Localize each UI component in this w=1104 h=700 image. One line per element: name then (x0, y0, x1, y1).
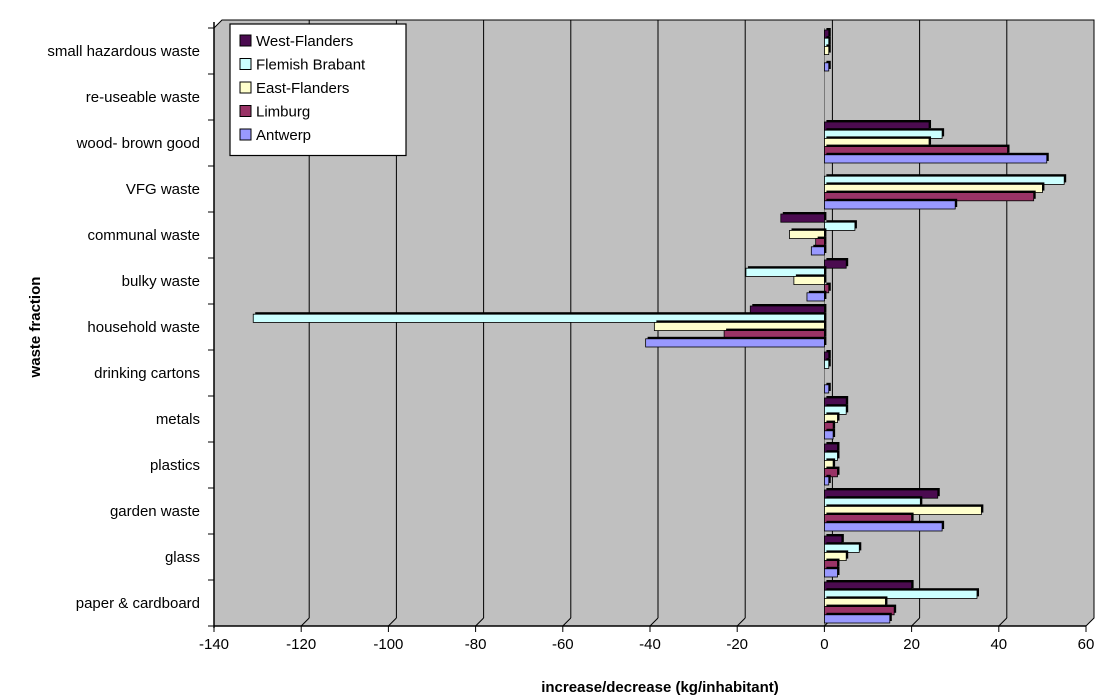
x-tick-label: -100 (373, 636, 403, 653)
bar (824, 46, 830, 56)
bar (824, 568, 838, 578)
category-label: small hazardous waste (47, 43, 200, 60)
bar (824, 200, 956, 210)
category-label: bulky waste (122, 273, 200, 290)
gridline-floor (649, 617, 659, 627)
category-label: metals (156, 411, 200, 428)
bar (824, 154, 1048, 164)
gridline-floor (998, 617, 1008, 627)
x-tick-label: 20 (903, 636, 920, 653)
legend-swatch (239, 81, 252, 94)
gridline-floor (300, 617, 310, 627)
legend-swatch (239, 128, 252, 141)
bar (810, 246, 825, 256)
bar (824, 62, 830, 72)
x-tick-label: 40 (990, 636, 1007, 653)
x-tick-label: 0 (820, 636, 828, 653)
category-label: drinking cartons (94, 365, 200, 382)
gridline-floor (388, 617, 397, 627)
legend-swatch (239, 58, 252, 70)
category-label: garden waste (110, 503, 200, 520)
bar (824, 522, 943, 532)
bar (645, 338, 825, 348)
category-label: wood- brown good (76, 135, 200, 152)
legend-label: Limburg (256, 104, 310, 121)
category-label: re-useable waste (86, 89, 200, 106)
category-label: VFG waste (126, 181, 200, 198)
gridline-floor (736, 617, 746, 627)
bar (793, 275, 825, 285)
x-tick-label: -120 (286, 636, 316, 653)
legend-label: Antwerp (256, 127, 311, 144)
bar (780, 213, 825, 223)
bar (806, 292, 825, 302)
bar (824, 384, 830, 394)
bar (824, 221, 856, 231)
legend-label: West-Flanders (256, 33, 353, 50)
category-label: plastics (150, 457, 200, 474)
bar (824, 476, 830, 486)
x-axis-title: increase/decrease (kg/inhabitant) (541, 679, 779, 696)
legend-label: Flemish Brabant (256, 57, 366, 74)
bar (824, 259, 847, 269)
bar (824, 614, 891, 624)
x-tick-label: -80 (465, 636, 487, 653)
gridline-floor (911, 617, 920, 627)
legend-swatch (239, 105, 252, 117)
category-label: glass (165, 549, 200, 566)
bar (824, 468, 838, 478)
legend-swatch (239, 34, 252, 47)
category-label: paper & cardboard (76, 595, 200, 612)
x-tick-label: 60 (1078, 636, 1095, 653)
gridline-floor (562, 617, 572, 627)
legend-label: East-Flanders (256, 80, 349, 97)
gridline-floor (475, 617, 484, 627)
x-tick-label: -20 (726, 636, 748, 653)
legend-box (229, 23, 407, 157)
x-tick-label: -40 (639, 636, 661, 653)
y-axis-title: waste fraction (27, 277, 44, 379)
category-label: communal waste (87, 227, 200, 244)
bar (824, 430, 834, 440)
x-tick-label: -60 (552, 636, 574, 653)
x-tick-label: -140 (199, 636, 229, 653)
category-label: household waste (87, 319, 200, 336)
bar (824, 359, 830, 369)
